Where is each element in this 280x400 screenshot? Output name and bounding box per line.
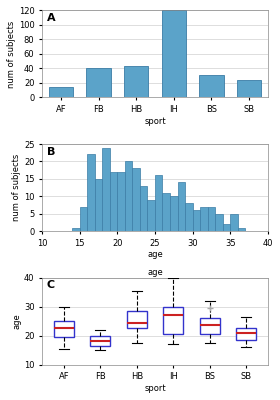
- Bar: [125, 162, 132, 231]
- Bar: [86, 68, 111, 98]
- Bar: [148, 200, 155, 231]
- Y-axis label: num of subjects: num of subjects: [12, 154, 21, 221]
- Bar: [95, 179, 102, 231]
- Bar: [170, 196, 178, 231]
- Bar: [162, 193, 170, 231]
- Bar: [124, 66, 148, 98]
- PathPatch shape: [163, 307, 183, 334]
- Bar: [72, 228, 80, 231]
- Title: age: age: [147, 268, 163, 277]
- Bar: [200, 207, 208, 231]
- Bar: [208, 207, 215, 231]
- Bar: [132, 168, 140, 231]
- PathPatch shape: [236, 328, 256, 340]
- Bar: [162, 10, 186, 98]
- Text: B: B: [47, 147, 55, 157]
- X-axis label: age: age: [147, 250, 163, 260]
- PathPatch shape: [127, 311, 147, 328]
- PathPatch shape: [54, 321, 74, 337]
- Bar: [215, 214, 223, 231]
- Bar: [199, 75, 224, 98]
- Bar: [140, 186, 148, 231]
- Bar: [178, 182, 185, 231]
- PathPatch shape: [90, 336, 110, 346]
- Bar: [49, 87, 73, 98]
- Bar: [155, 175, 162, 231]
- Text: A: A: [47, 13, 55, 23]
- Bar: [223, 224, 230, 231]
- PathPatch shape: [200, 318, 220, 334]
- Bar: [237, 80, 261, 98]
- Y-axis label: num of subjects: num of subjects: [7, 20, 16, 88]
- X-axis label: sport: sport: [144, 117, 166, 126]
- Bar: [110, 172, 117, 231]
- Text: C: C: [47, 280, 55, 290]
- Bar: [80, 207, 87, 231]
- Bar: [185, 203, 193, 231]
- Bar: [87, 154, 95, 231]
- Bar: [230, 214, 238, 231]
- Bar: [193, 210, 200, 231]
- Bar: [102, 148, 110, 231]
- Bar: [117, 172, 125, 231]
- X-axis label: sport: sport: [144, 384, 166, 393]
- Y-axis label: age: age: [12, 313, 21, 329]
- Bar: [238, 228, 245, 231]
